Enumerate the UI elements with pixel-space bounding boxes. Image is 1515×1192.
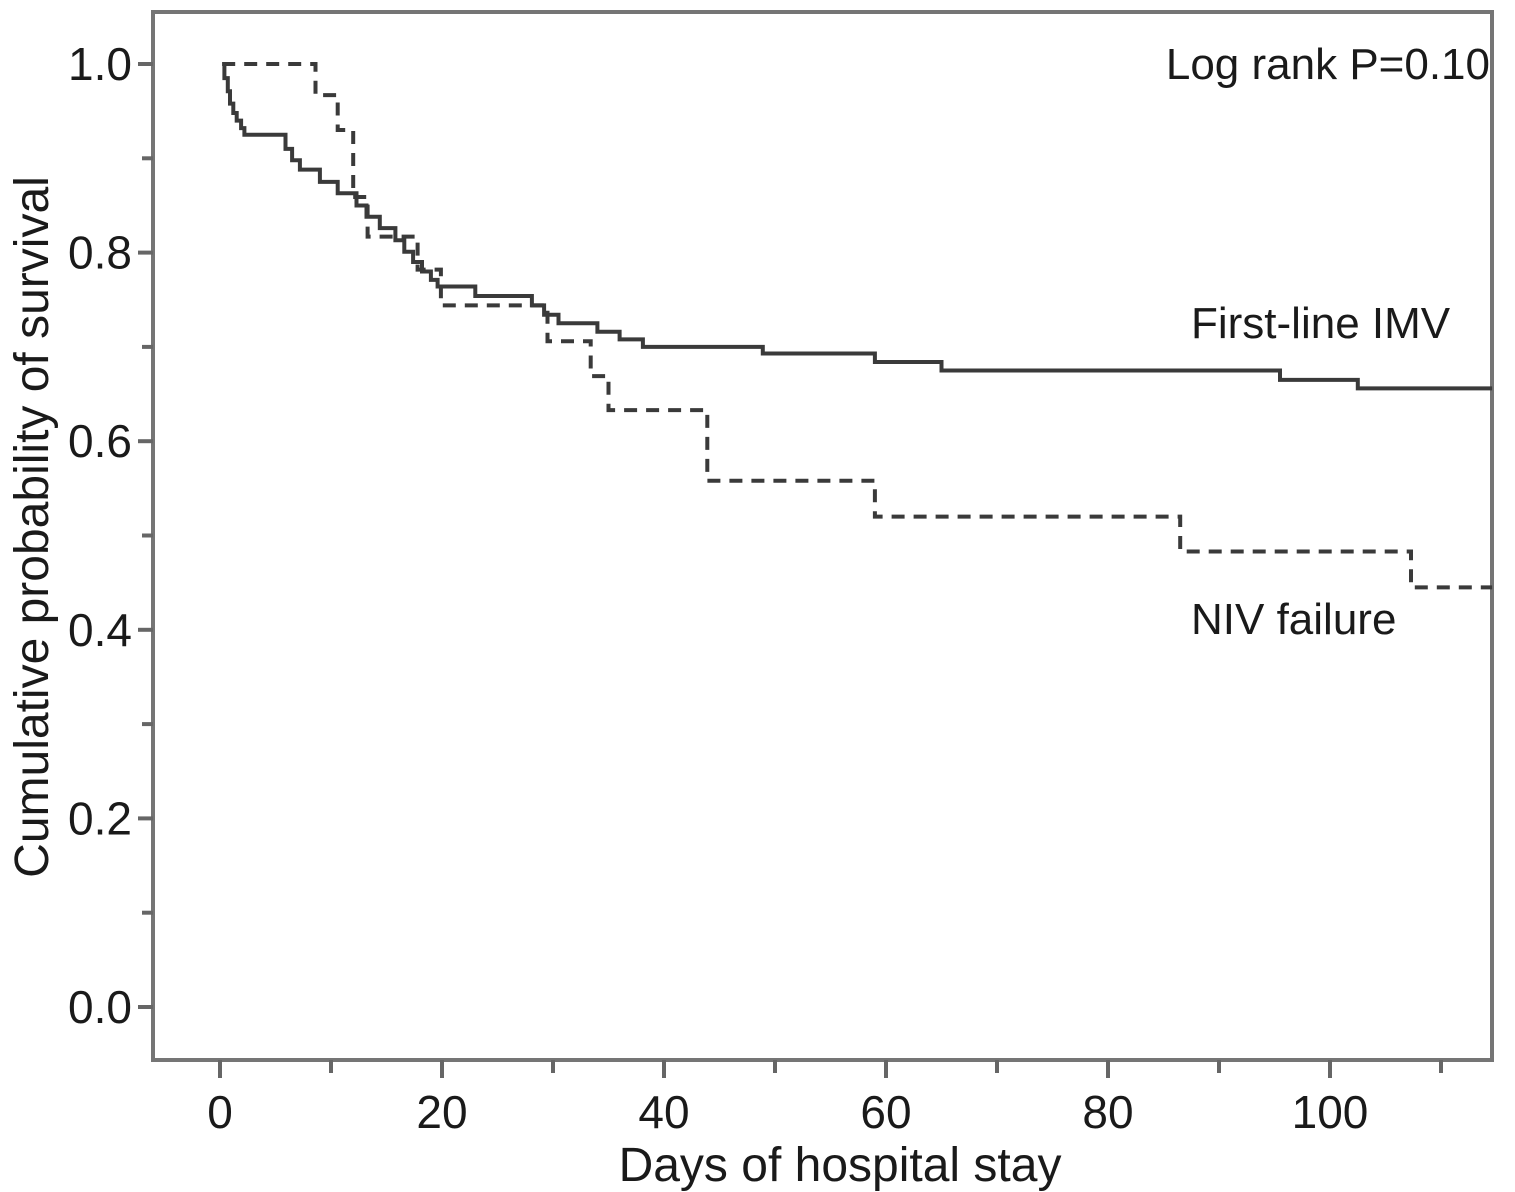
x-tick-label: 60 [860,1086,911,1138]
survival-curves [222,62,1493,590]
series-label-niv-failure: NIV failure [1191,595,1396,644]
y-tick-label: 0.4 [68,604,132,656]
y-axis-ticks [138,62,153,1009]
y-tick-label: 1.0 [68,38,132,90]
y-axis-title: Cumulative probability of survival [6,176,59,878]
plot-frame [151,10,1494,1062]
x-tick-label: 80 [1082,1086,1133,1138]
y-tick-label: 0.8 [68,227,132,279]
y-tick-label: 0.6 [68,415,132,467]
x-tick-label: 20 [416,1086,467,1138]
log-rank-annotation: Log rank P=0.10 [1166,40,1490,89]
curve-first-line-imv [222,62,1493,391]
y-axis-tick-labels: 1.0 0.8 0.6 0.4 0.2 0.0 [68,38,132,1033]
x-tick-label: 0 [207,1086,233,1138]
x-axis-tick-labels: 0 20 40 60 80 100 [207,1086,1368,1138]
y-tick-label: 0.2 [68,792,132,844]
x-axis-title: Days of hospital stay [619,1139,1062,1192]
series-label-first-line-imv: First-line IMV [1191,299,1451,348]
x-axis-ticks [218,1060,1443,1078]
y-tick-label: 0.0 [68,981,132,1033]
x-tick-label: 100 [1292,1086,1369,1138]
curve-niv-failure [222,62,1493,590]
x-tick-label: 40 [638,1086,689,1138]
